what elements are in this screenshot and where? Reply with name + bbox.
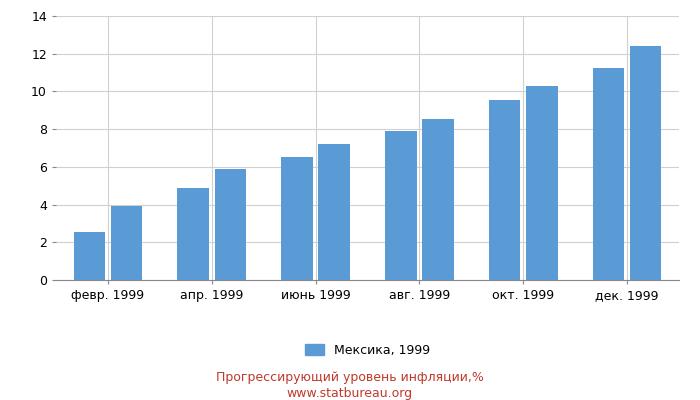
Text: Прогрессирующий уровень инфляции,%: Прогрессирующий уровень инфляции,% (216, 372, 484, 384)
Legend: Мексика, 1999: Мексика, 1999 (300, 339, 435, 362)
Bar (526, 86, 558, 280)
Bar (630, 46, 662, 280)
Bar (385, 131, 416, 280)
Bar (281, 158, 313, 280)
Bar (74, 232, 105, 280)
Bar (422, 119, 454, 280)
Bar (593, 68, 624, 280)
Bar (489, 100, 521, 280)
Bar (111, 206, 142, 280)
Bar (214, 169, 246, 280)
Bar (318, 144, 350, 280)
Text: www.statbureau.org: www.statbureau.org (287, 388, 413, 400)
Bar (177, 188, 209, 280)
